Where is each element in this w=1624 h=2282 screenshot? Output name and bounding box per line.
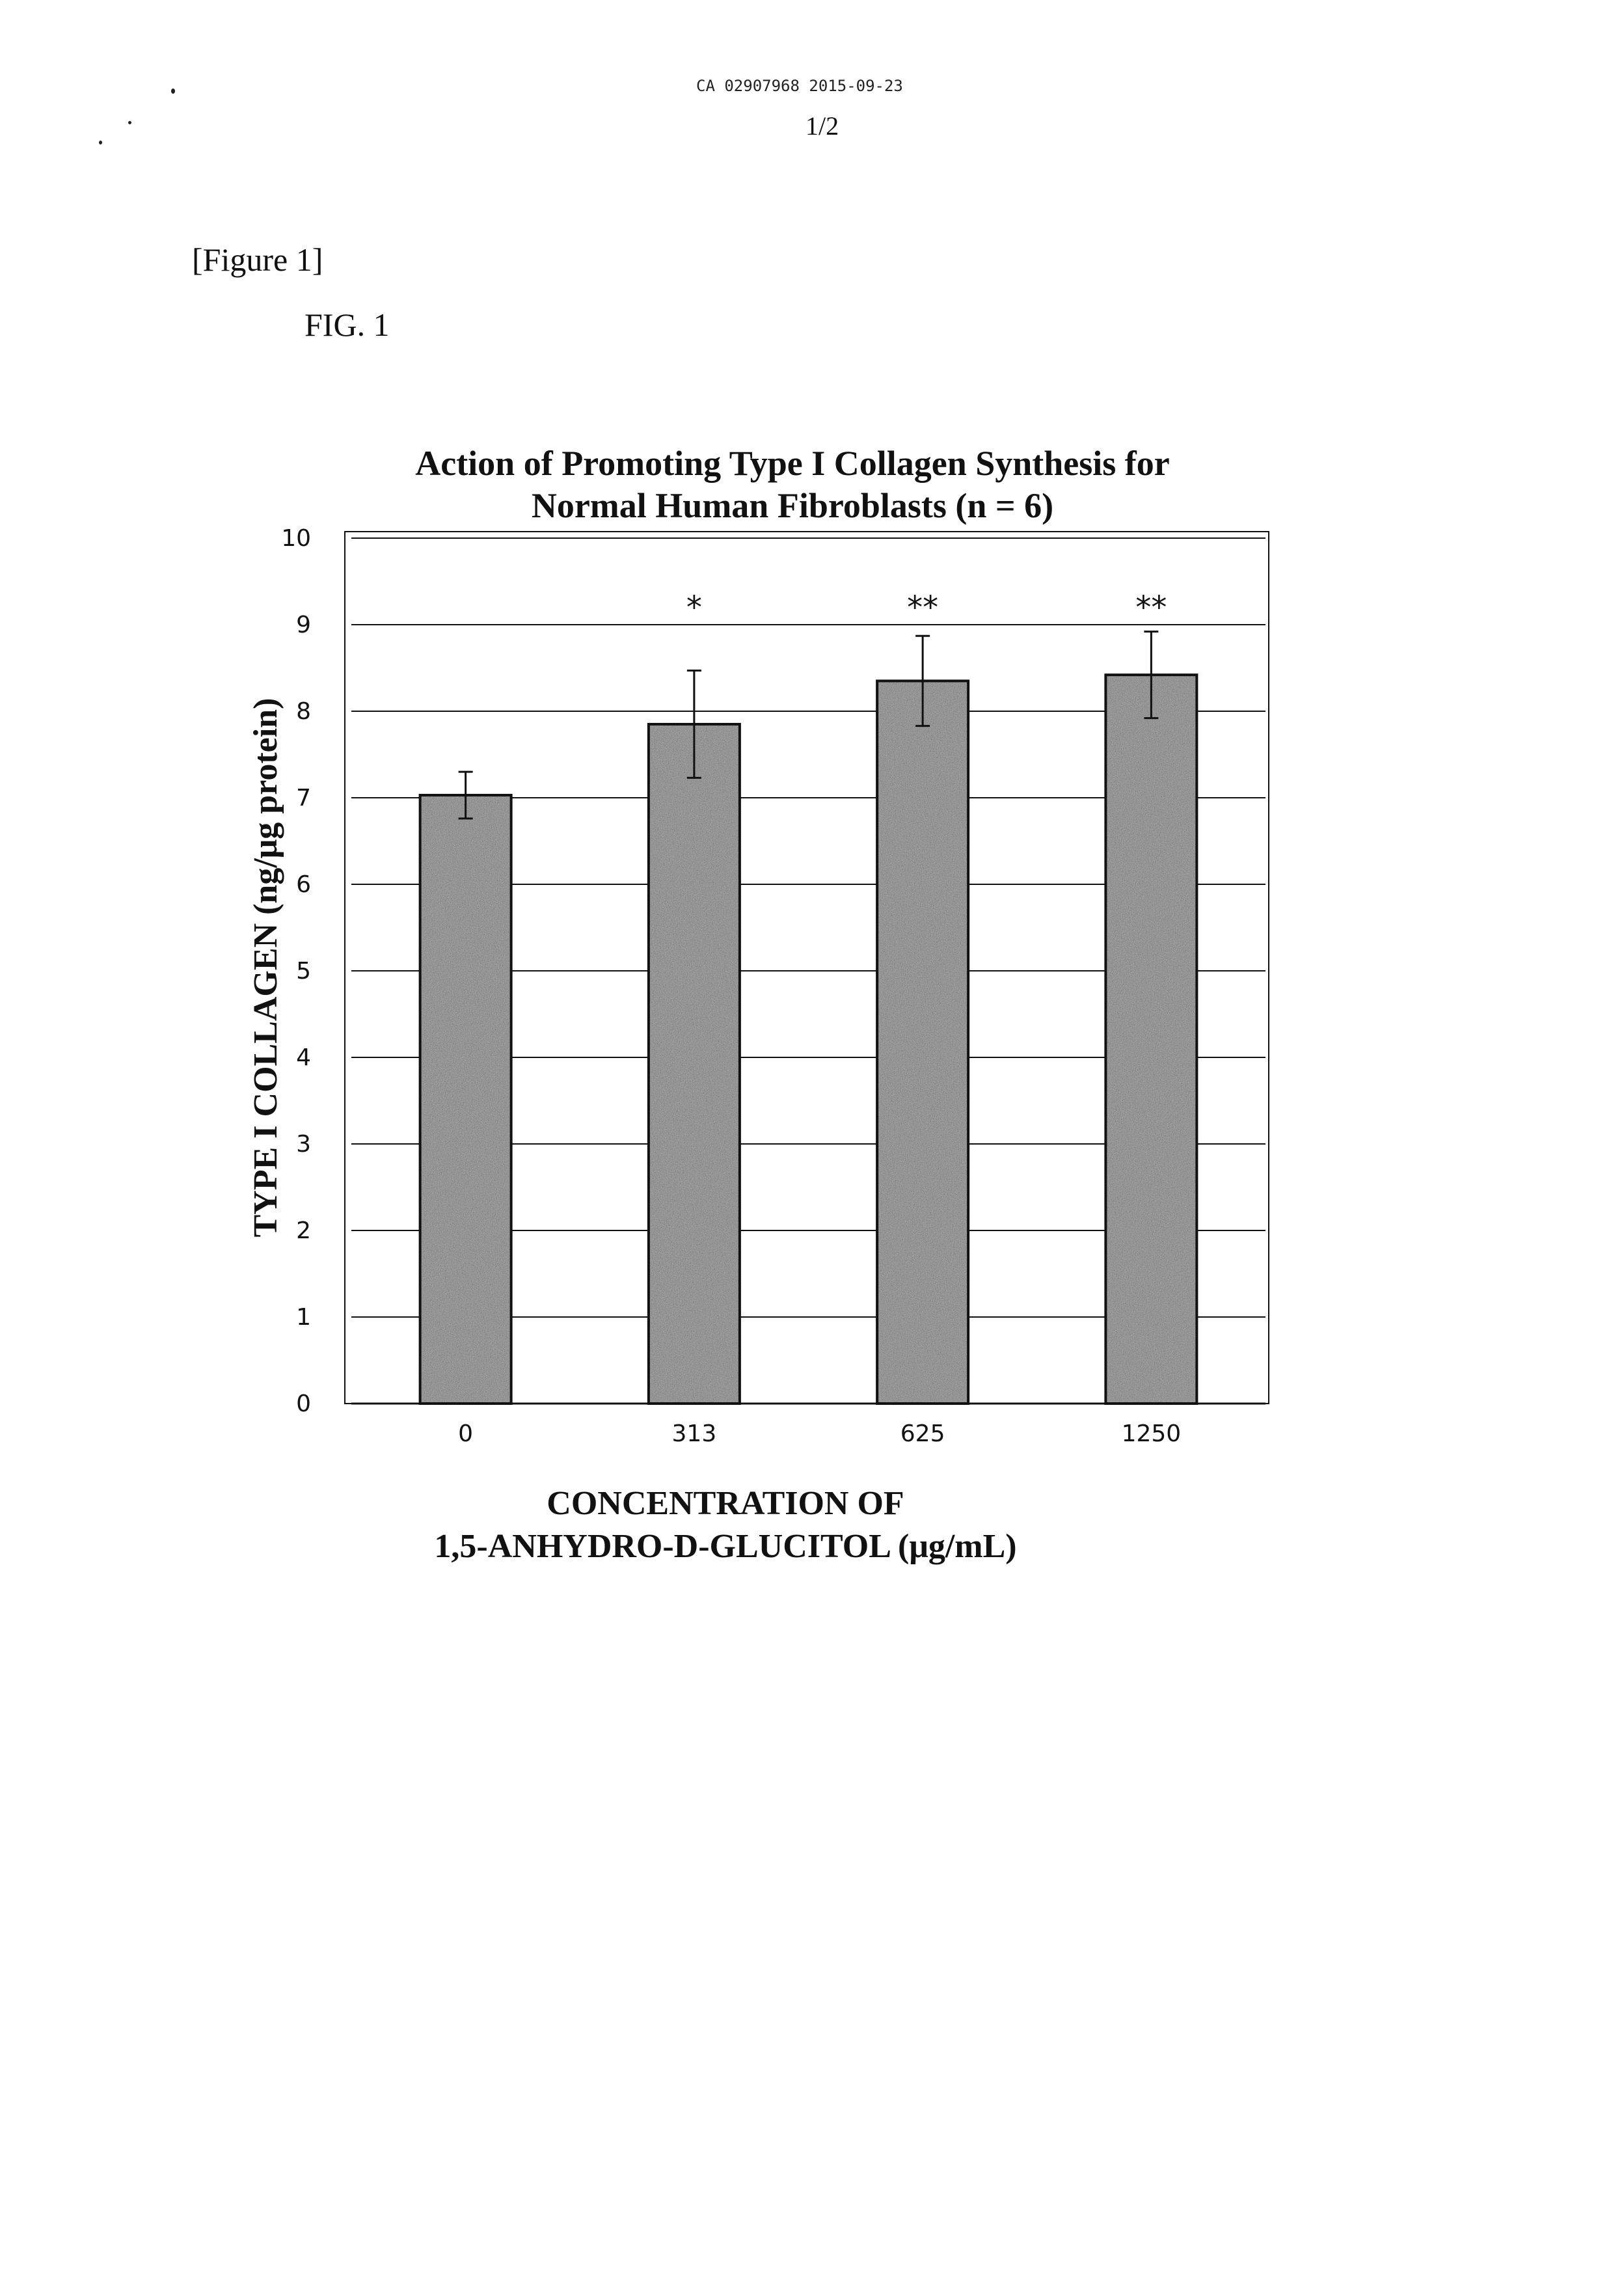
y-tick-label: 6	[296, 871, 311, 898]
y-tick-label: 0	[296, 1391, 311, 1417]
significance-marker: *	[686, 590, 702, 626]
y-tick-label: 7	[296, 785, 311, 811]
x-tick-label: 0	[458, 1420, 473, 1447]
bar-texture	[420, 795, 511, 1404]
significance-marker: **	[907, 590, 938, 626]
x-axis-title-line-2: 1,5-ANHYDRO-D-GLUCITOL (μg/mL)	[434, 1528, 1016, 1565]
y-tick-label: 2	[296, 1217, 311, 1244]
y-tick-labels: 0 1 2 3 4 5 6 7 8 9 10	[281, 525, 311, 1417]
x-tick-labels: 0 313 625 1250	[458, 1420, 1181, 1447]
bar-texture	[649, 724, 740, 1404]
y-tick-label: 3	[296, 1131, 311, 1158]
significance-marker: **	[1135, 590, 1167, 626]
x-tick-label: 313	[672, 1420, 717, 1447]
y-tick-label: 1	[296, 1304, 311, 1331]
y-tick-label: 8	[296, 698, 311, 725]
chart-title-line-1: Action of Promoting Type I Collagen Synt…	[415, 444, 1170, 483]
y-tick-label: 10	[281, 525, 311, 552]
bar-texture	[877, 681, 968, 1404]
x-axis-title: CONCENTRATION OF 1,5-ANHYDRO-D-GLUCITOL …	[434, 1485, 1016, 1565]
y-tick-label: 9	[296, 612, 311, 638]
y-axis-title: TYPE I COLLAGEN (ng/μg protein)	[247, 698, 284, 1238]
y-tick-label: 5	[296, 958, 311, 985]
x-tick-label: 1250	[1122, 1420, 1182, 1447]
x-tick-label: 625	[900, 1420, 945, 1447]
chart-title: Action of Promoting Type I Collagen Synt…	[415, 444, 1170, 525]
chart-title-line-2: Normal Human Fibroblasts (n = 6)	[532, 486, 1053, 525]
bar-texture	[1105, 675, 1197, 1404]
x-axis-title-line-1: CONCENTRATION OF	[547, 1485, 904, 1522]
y-tick-label: 4	[296, 1044, 311, 1071]
